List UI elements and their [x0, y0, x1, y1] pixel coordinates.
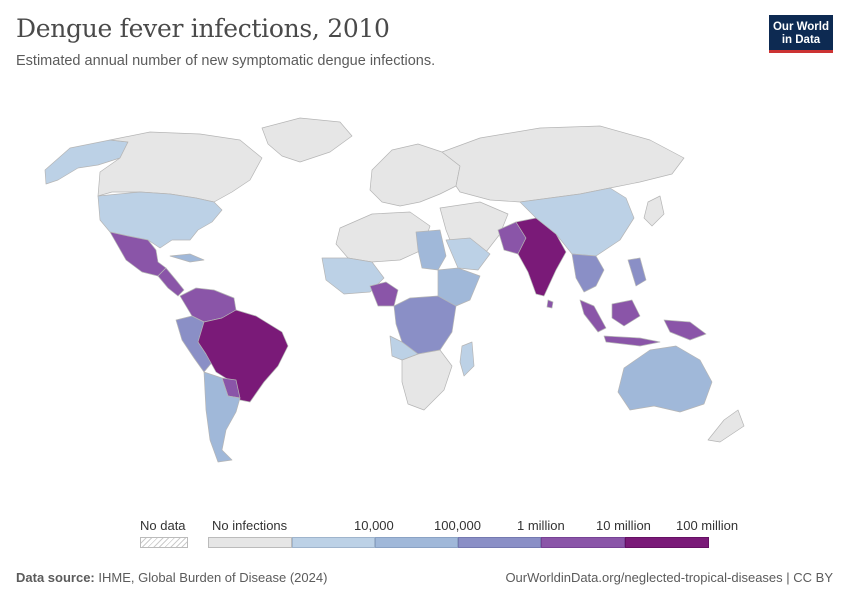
region-madagascar[interactable]	[459, 341, 475, 377]
legend-color-scale	[208, 537, 709, 548]
region-indonesia-borneo[interactable]	[611, 299, 641, 327]
logo-line-1: Our World	[772, 21, 829, 33]
legend-tick-1m: 1 million	[517, 518, 565, 533]
legend-swatch-no-infections[interactable]	[208, 537, 292, 548]
region-saudi[interactable]	[445, 237, 491, 271]
legend-swatch-bin2[interactable]	[375, 537, 458, 548]
region-philippines[interactable]	[627, 257, 647, 287]
region-cuba[interactable]	[169, 253, 205, 263]
region-brazil[interactable]	[197, 309, 289, 403]
chart-title: Dengue fever infections, 2010	[16, 14, 390, 43]
region-sri-lanka[interactable]	[546, 299, 554, 309]
legend-no-infections-label: No infections	[212, 518, 288, 533]
region-papua[interactable]	[663, 319, 707, 341]
legend-no-data-swatch[interactable]	[140, 537, 188, 548]
legend-tick-10m: 10 million	[596, 518, 651, 533]
region-europe[interactable]	[369, 143, 461, 207]
legend-swatch-bin5[interactable]	[625, 537, 709, 548]
region-new-zealand[interactable]	[707, 409, 745, 443]
source-url[interactable]: OurWorldinData.org/neglected-tropical-di…	[505, 570, 833, 585]
region-north-africa[interactable]	[335, 211, 431, 263]
region-se-asia[interactable]	[571, 253, 605, 293]
data-source: Data source: IHME, Global Burden of Dise…	[16, 570, 327, 585]
region-southern-africa[interactable]	[401, 349, 453, 411]
legend-tick-10k: 10,000	[354, 518, 394, 533]
legend-swatch-bin3[interactable]	[458, 537, 541, 548]
data-source-text: IHME, Global Burden of Disease (2024)	[94, 570, 328, 585]
legend-swatch-bin4[interactable]	[541, 537, 625, 548]
region-china[interactable]	[519, 187, 635, 257]
legend-tick-100m: 100 million	[676, 518, 739, 533]
region-angola-zambia[interactable]	[389, 335, 419, 361]
region-alaska[interactable]	[44, 139, 129, 185]
chart-subtitle: Estimated annual number of new symptomat…	[16, 53, 436, 69]
region-greenland[interactable]	[261, 117, 353, 163]
region-indonesia-sumatra[interactable]	[579, 299, 607, 333]
legend-tick-100k: 100,000	[434, 518, 481, 533]
owid-logo[interactable]: Our World in Data	[769, 15, 833, 53]
region-indonesia-java[interactable]	[603, 335, 661, 347]
legend-swatch-bin1[interactable]	[292, 537, 375, 548]
data-source-label: Data source:	[16, 570, 95, 585]
region-central-america[interactable]	[157, 267, 185, 297]
region-egypt-sudan[interactable]	[415, 229, 447, 271]
world-map	[44, 117, 745, 463]
logo-line-2: in Data	[781, 34, 821, 46]
region-russia[interactable]	[441, 125, 685, 203]
region-nigeria[interactable]	[369, 281, 399, 307]
region-australia[interactable]	[617, 345, 713, 413]
region-central-africa[interactable]	[393, 295, 457, 355]
legend-no-data-label: No data	[140, 518, 186, 533]
region-japan[interactable]	[643, 195, 665, 227]
region-argentina-chile[interactable]	[203, 371, 241, 463]
